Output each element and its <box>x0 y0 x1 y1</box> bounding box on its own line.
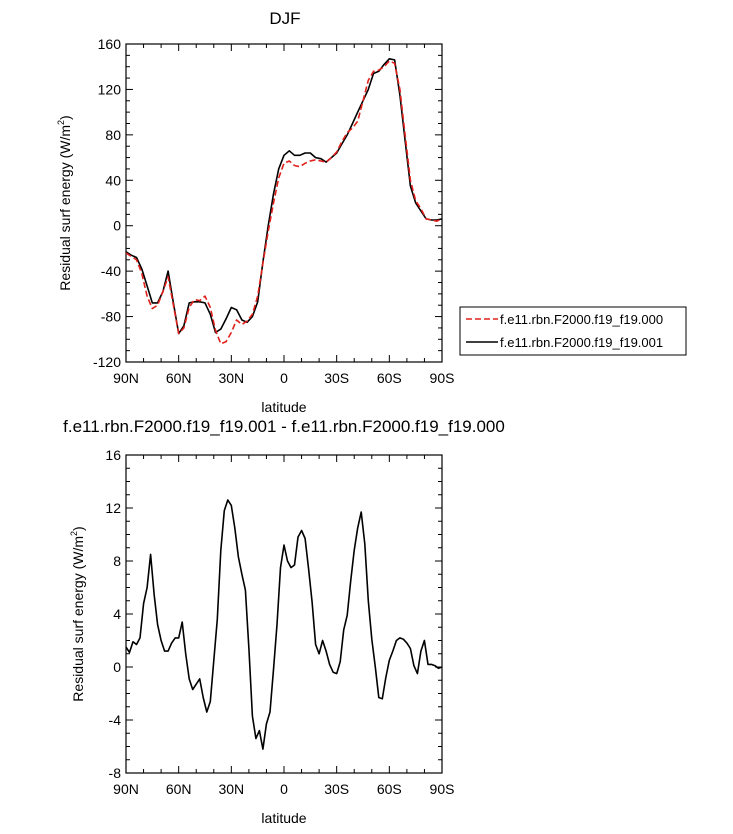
bottom-x-tick-label: 90N <box>113 781 139 797</box>
bottom-x-tick-label: 0 <box>280 781 288 797</box>
top-y-tick-label: -80 <box>101 309 121 325</box>
top-y-axis-label-main: Residual surf energy (W/m <box>57 125 73 291</box>
top-y-axis-label-close: ) <box>57 115 73 120</box>
top-y-tick-label: 120 <box>98 81 122 97</box>
bottom-y-tick-label: 4 <box>113 606 121 622</box>
legend: f.e11.rbn.F2000.f19_f19.000 f.e11.rbn.F2… <box>459 306 687 356</box>
top-series-lines <box>125 57 443 345</box>
top-y-axis-label: Residual surf energy (W/m2) <box>56 115 73 290</box>
top-plot-area <box>125 43 443 363</box>
bottom-y-axis-label: Residual surf energy (W/m2) <box>69 526 86 701</box>
legend-box <box>459 306 687 356</box>
bottom-x-tick-label: 90S <box>430 781 455 797</box>
top-y-tick-label: -40 <box>101 263 121 279</box>
bottom-x-tick-label: 60N <box>166 781 192 797</box>
bottom-y-axis-label-close: ) <box>70 526 86 531</box>
bottom-y-tick-label: 12 <box>105 500 121 516</box>
top-x-tick-label: 90N <box>113 370 139 386</box>
bottom-y-axis-label-main: Residual surf energy (W/m <box>70 536 86 702</box>
bottom-x-tick-label: 30S <box>324 781 349 797</box>
bottom-x-tick-label: 30N <box>218 781 244 797</box>
bottom-y-tick-label: 8 <box>113 553 121 569</box>
top-x-tick-label: 60S <box>377 370 402 386</box>
bottom-x-axis-label: latitude <box>261 810 306 826</box>
top-x-axis-label: latitude <box>261 399 306 415</box>
top-x-tick-label: 0 <box>280 370 288 386</box>
top-series-line-1 <box>125 57 443 335</box>
bottom-y-axis-label-sup: 2 <box>69 531 79 536</box>
bottom-y-tick-label: 16 <box>105 447 121 463</box>
top-x-tick-label: 90S <box>430 370 455 386</box>
bottom-y-axis: -8 -4 0 4 8 12 16 <box>105 447 442 781</box>
top-y-axis-label-sup: 2 <box>56 120 66 125</box>
bottom-series-line-0 <box>125 499 443 750</box>
bottom-y-tick-label: 0 <box>113 659 121 675</box>
legend-entry-000: f.e11.rbn.F2000.f19_f19.000 <box>500 312 663 327</box>
bottom-y-tick-label: -8 <box>109 765 122 781</box>
bottom-plot-area <box>125 454 443 774</box>
top-x-tick-label: 30N <box>218 370 244 386</box>
top-y-tick-label: 80 <box>105 127 121 143</box>
top-y-tick-label: 0 <box>113 218 121 234</box>
top-x-axis: 90N 60N 30N 0 30S 60S 90S <box>113 44 454 386</box>
top-y-tick-label: 160 <box>98 36 122 52</box>
bottom-chart-title: f.e11.rbn.F2000.f19_f19.001 - f.e11.rbn.… <box>63 417 505 436</box>
bottom-x-axis: 90N 60N 30N 0 30S 60S 90S <box>113 455 454 797</box>
bottom-series-lines <box>125 499 443 750</box>
top-y-tick-label: 40 <box>105 172 121 188</box>
top-chart-title: DJF <box>269 9 300 28</box>
top-x-tick-label: 60N <box>166 370 192 386</box>
bottom-x-tick-label: 60S <box>377 781 402 797</box>
top-x-tick-label: 30S <box>324 370 349 386</box>
legend-entry-001: f.e11.rbn.F2000.f19_f19.001 <box>500 335 663 350</box>
bottom-y-tick-label: -4 <box>109 712 122 728</box>
top-y-axis: -120 -80 -40 0 40 80 120 160 <box>93 36 442 370</box>
bottom-panel: f.e11.rbn.F2000.f19_f19.001 - f.e11.rbn.… <box>63 417 505 826</box>
top-y-tick-label: -120 <box>93 354 121 370</box>
top-panel: DJF -120 -80 -40 0 40 80 120 160 90N 60N 30N 0 30S 6… <box>56 9 687 415</box>
top-series-line-0 <box>125 60 443 345</box>
